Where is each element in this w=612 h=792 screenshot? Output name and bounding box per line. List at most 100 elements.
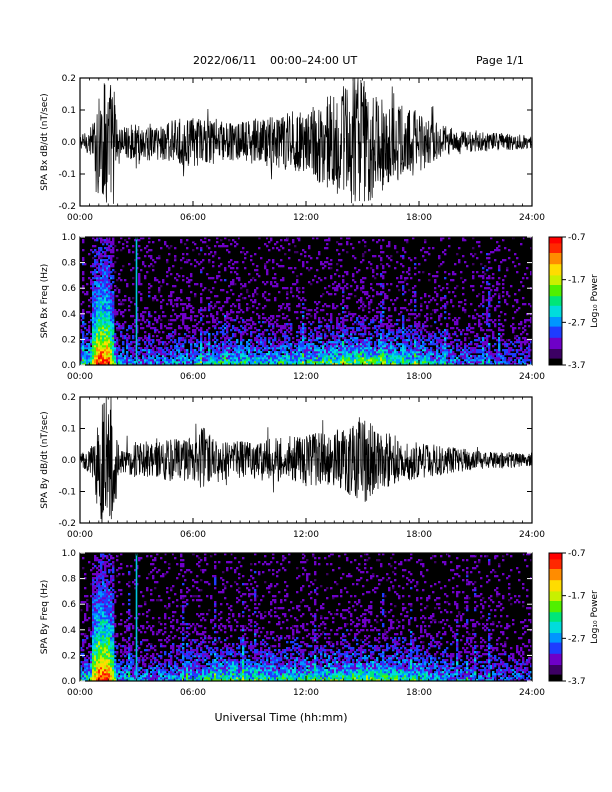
- spectrogram-cell: [340, 343, 343, 346]
- spectrogram-cell: [246, 363, 249, 366]
- spectrogram-cell: [374, 353, 377, 356]
- spectrogram-cell: [450, 343, 453, 346]
- spectrogram-cell: [298, 345, 301, 348]
- spectrogram-cell: [216, 363, 219, 366]
- spectrogram-cell: [358, 355, 361, 358]
- spectrogram-cell: [190, 345, 193, 348]
- spectrogram-cell: [208, 355, 211, 358]
- spectrogram-cell: [264, 341, 267, 344]
- spectrogram-cell: [160, 323, 163, 326]
- spectrogram-cell: [398, 361, 401, 364]
- spectrogram-cell: [178, 343, 181, 346]
- spectrogram-cell: [484, 287, 487, 290]
- spectrogram-cell: [148, 313, 151, 316]
- spectrogram-cell: [176, 317, 179, 320]
- spectrogram-cell: [152, 299, 155, 302]
- spectrogram-cell: [110, 331, 113, 334]
- spectrogram-cell: [98, 325, 101, 328]
- spectrogram-cell: [116, 327, 119, 330]
- spectrogram-cell: [88, 321, 91, 324]
- spectrogram-cell: [414, 343, 417, 346]
- spectrogram-cell: [380, 285, 383, 288]
- spectrogram-cell: [370, 301, 373, 304]
- spectrogram-cell: [334, 335, 337, 338]
- spectrogram-cell: [98, 335, 101, 338]
- spectrogram-cell: [106, 283, 109, 286]
- spectrogram-cell: [98, 337, 101, 340]
- spectrogram-cell: [266, 363, 269, 366]
- spectrogram-cell: [442, 347, 445, 350]
- spectrogram-cell: [296, 353, 299, 356]
- spectrogram-cell: [324, 349, 327, 352]
- spectrogram-cell: [168, 299, 171, 302]
- spectrogram-cell: [308, 343, 311, 346]
- spectrogram-cell: [278, 339, 281, 342]
- spectrogram-cell: [346, 363, 349, 366]
- spectrogram-cell: [434, 311, 437, 314]
- spectrogram-cell: [402, 349, 405, 352]
- spectrogram-cell: [480, 357, 483, 360]
- spectrogram-cell: [162, 311, 165, 314]
- spectrogram-cell: [102, 331, 105, 334]
- spectrogram-cell: [440, 349, 443, 352]
- spectrogram-cell: [326, 327, 329, 330]
- spectrogram-cell: [284, 357, 287, 360]
- spectrogram-cell: [192, 349, 195, 352]
- spectrogram-cell: [458, 363, 461, 366]
- spectrogram-cell: [82, 239, 85, 242]
- spectrogram-cell: [104, 299, 107, 302]
- spectrogram-cell: [438, 359, 441, 362]
- spectrogram-cell: [224, 353, 227, 356]
- spectrogram-cell: [342, 329, 345, 332]
- spectrogram-cell: [474, 349, 477, 352]
- spectrogram-cell: [80, 339, 83, 342]
- spectrogram-cell: [180, 259, 183, 262]
- spectrogram-cell: [200, 339, 203, 342]
- spectrogram-cell: [332, 327, 335, 330]
- spectrogram-cell: [482, 329, 485, 332]
- spectrogram-cell: [348, 339, 351, 342]
- spectrogram-cell: [478, 355, 481, 358]
- spectrogram-cell: [284, 323, 287, 326]
- spectrogram-cell: [96, 311, 99, 314]
- spectrogram-cell: [90, 283, 93, 286]
- spectrogram-cell: [280, 279, 283, 282]
- spectrogram-cell: [206, 355, 209, 358]
- spectrogram-cell: [124, 361, 127, 364]
- spectrogram-cell: [148, 357, 151, 360]
- spectrogram-cell: [152, 265, 155, 268]
- spectrogram-cell: [210, 305, 213, 308]
- spectrogram-cell: [146, 271, 149, 274]
- spectrogram-cell: [98, 361, 101, 364]
- spectrogram-cell: [96, 329, 99, 332]
- spectrogram-cell: [104, 343, 107, 346]
- spectrogram-cell: [378, 293, 381, 296]
- spectrogram-cell: [484, 343, 487, 346]
- spectrogram-cell: [226, 349, 229, 352]
- spectrogram-cell: [166, 303, 169, 306]
- spectrogram-cell: [482, 361, 485, 364]
- spectrogram-cell: [142, 315, 145, 318]
- spectrogram-cell: [284, 353, 287, 356]
- spectrogram-cell: [402, 355, 405, 358]
- spectrogram-cell: [222, 313, 225, 316]
- spectrogram-cell: [242, 251, 245, 254]
- spectrogram-cell: [322, 347, 325, 350]
- spectrogram-cell: [110, 359, 113, 362]
- spectrogram-cell: [226, 335, 229, 338]
- spectrogram-cell: [202, 315, 205, 318]
- spectrogram-cell: [320, 351, 323, 354]
- spectrogram-cell: [360, 323, 363, 326]
- spectrogram-cell: [302, 361, 305, 364]
- spectrogram-cell: [226, 357, 229, 360]
- spectrogram-cell: [450, 357, 453, 360]
- spectrogram-cell: [112, 297, 115, 300]
- spectrogram-cell: [96, 321, 99, 324]
- spectrogram-cell: [272, 347, 275, 350]
- spectrogram-cell: [112, 243, 115, 246]
- spectrogram-cell: [94, 249, 97, 252]
- spectrogram-cell: [148, 311, 151, 314]
- spectrogram-cell: [204, 341, 207, 344]
- spectrogram-cell: [402, 315, 405, 318]
- spectrogram-cell: [398, 355, 401, 358]
